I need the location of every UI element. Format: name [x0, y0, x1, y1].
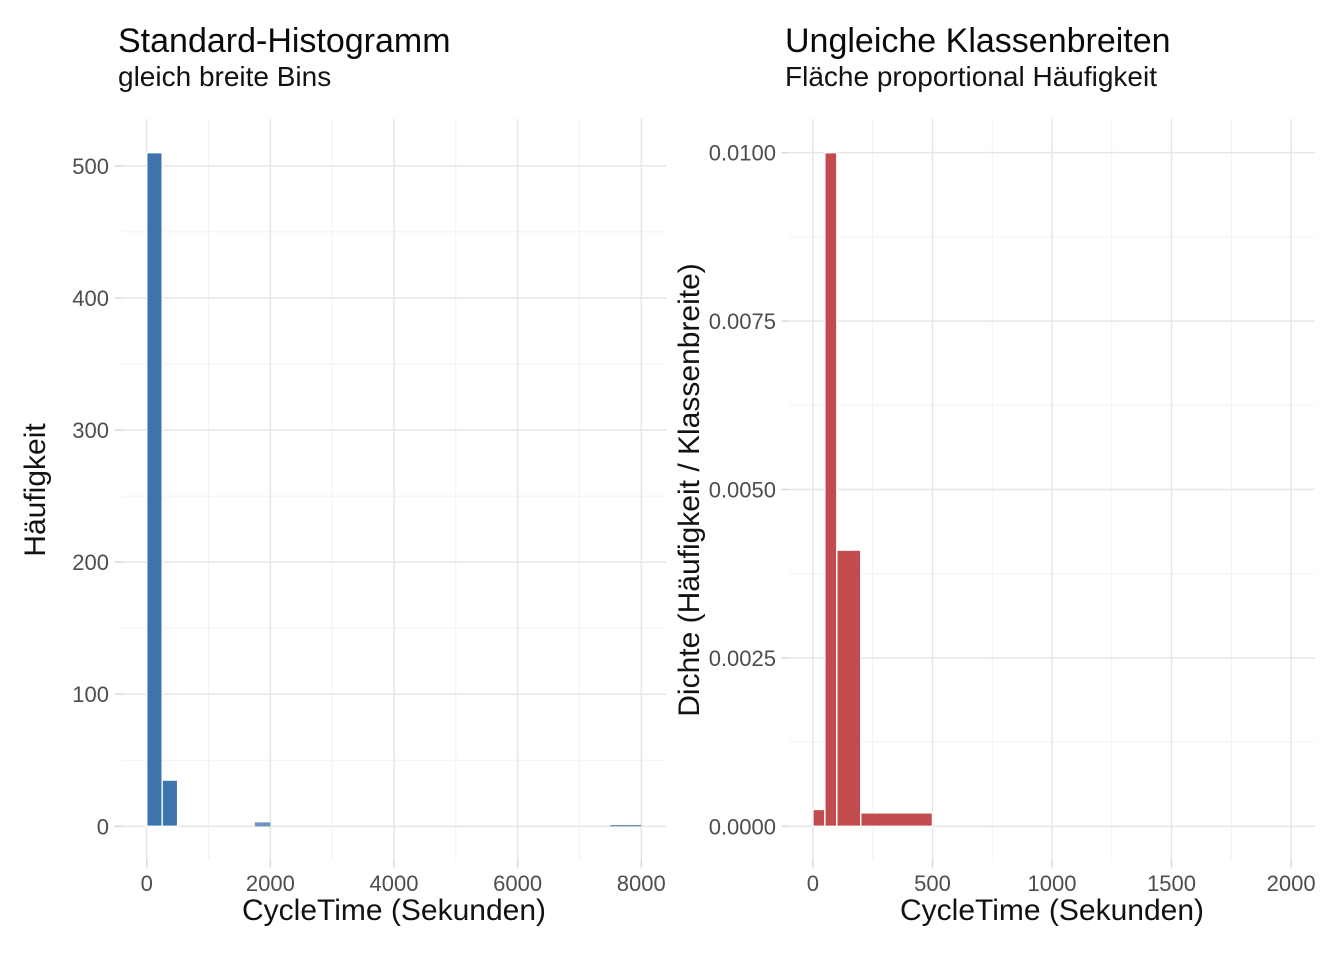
y-tick-label: 0.0075 [709, 309, 776, 334]
x-tick-label: 0 [141, 871, 153, 896]
y-tick-label: 100 [72, 682, 109, 707]
y-tick-label: 300 [72, 418, 109, 443]
right-chart-subtitle: Fläche proportional Häufigkeit [785, 61, 1157, 92]
right-y-axis-title: Dichte (Häufigkeit / Klassenbreite) [673, 262, 706, 717]
histogram-bar [860, 812, 934, 828]
x-tick-label: 0 [807, 871, 819, 896]
y-tick-label: 0.0100 [709, 141, 776, 166]
histogram-bar [254, 822, 271, 827]
x-tick-label: 6000 [493, 871, 542, 896]
left-y-axis-title: Häufigkeit [19, 422, 52, 557]
right-histogram-panel: 0 500 1000 1500 2000 0.0000 0.0025 0.0050 0.0075… [709, 119, 1316, 896]
y-tick-label: 200 [72, 550, 109, 575]
histogram-bar [824, 151, 838, 828]
left-x-axis-title: CycleTime (Sekunden) [242, 894, 546, 927]
y-tick-label: 0.0025 [709, 646, 776, 671]
y-tick-label: 400 [72, 286, 109, 311]
histogram-bar [161, 779, 179, 828]
y-tick-label: 0 [97, 814, 109, 839]
x-tick-label: 2000 [1267, 871, 1316, 896]
x-tick-label: 1000 [1028, 871, 1077, 896]
right-chart-title: Ungleiche Klassenbreiten [785, 22, 1171, 60]
histogram-bar [836, 549, 862, 828]
histogram-bar [812, 808, 826, 828]
histogram-bar [610, 824, 626, 827]
left-chart-subtitle: gleich breite Bins [118, 61, 332, 92]
x-tick-label: 8000 [617, 871, 666, 896]
left-histogram-bars [146, 151, 642, 828]
x-tick-label: 1500 [1147, 871, 1196, 896]
histogram-bar [146, 151, 163, 828]
x-tick-label: 500 [914, 871, 951, 896]
y-tick-label: 500 [72, 154, 109, 179]
histogram-bar [625, 824, 642, 827]
left-histogram-panel: 0 2000 4000 6000 8000 0 100 200 300 400 500 [72, 119, 666, 896]
x-tick-label: 2000 [246, 871, 295, 896]
y-tick-label: 0.0000 [709, 814, 776, 839]
left-chart-title: Standard-Histogramm [118, 22, 451, 60]
right-histogram-bars [812, 151, 934, 828]
y-tick-label: 0.0050 [709, 478, 776, 503]
right-x-axis-title: CycleTime (Sekunden) [900, 894, 1204, 927]
x-tick-label: 4000 [370, 871, 419, 896]
